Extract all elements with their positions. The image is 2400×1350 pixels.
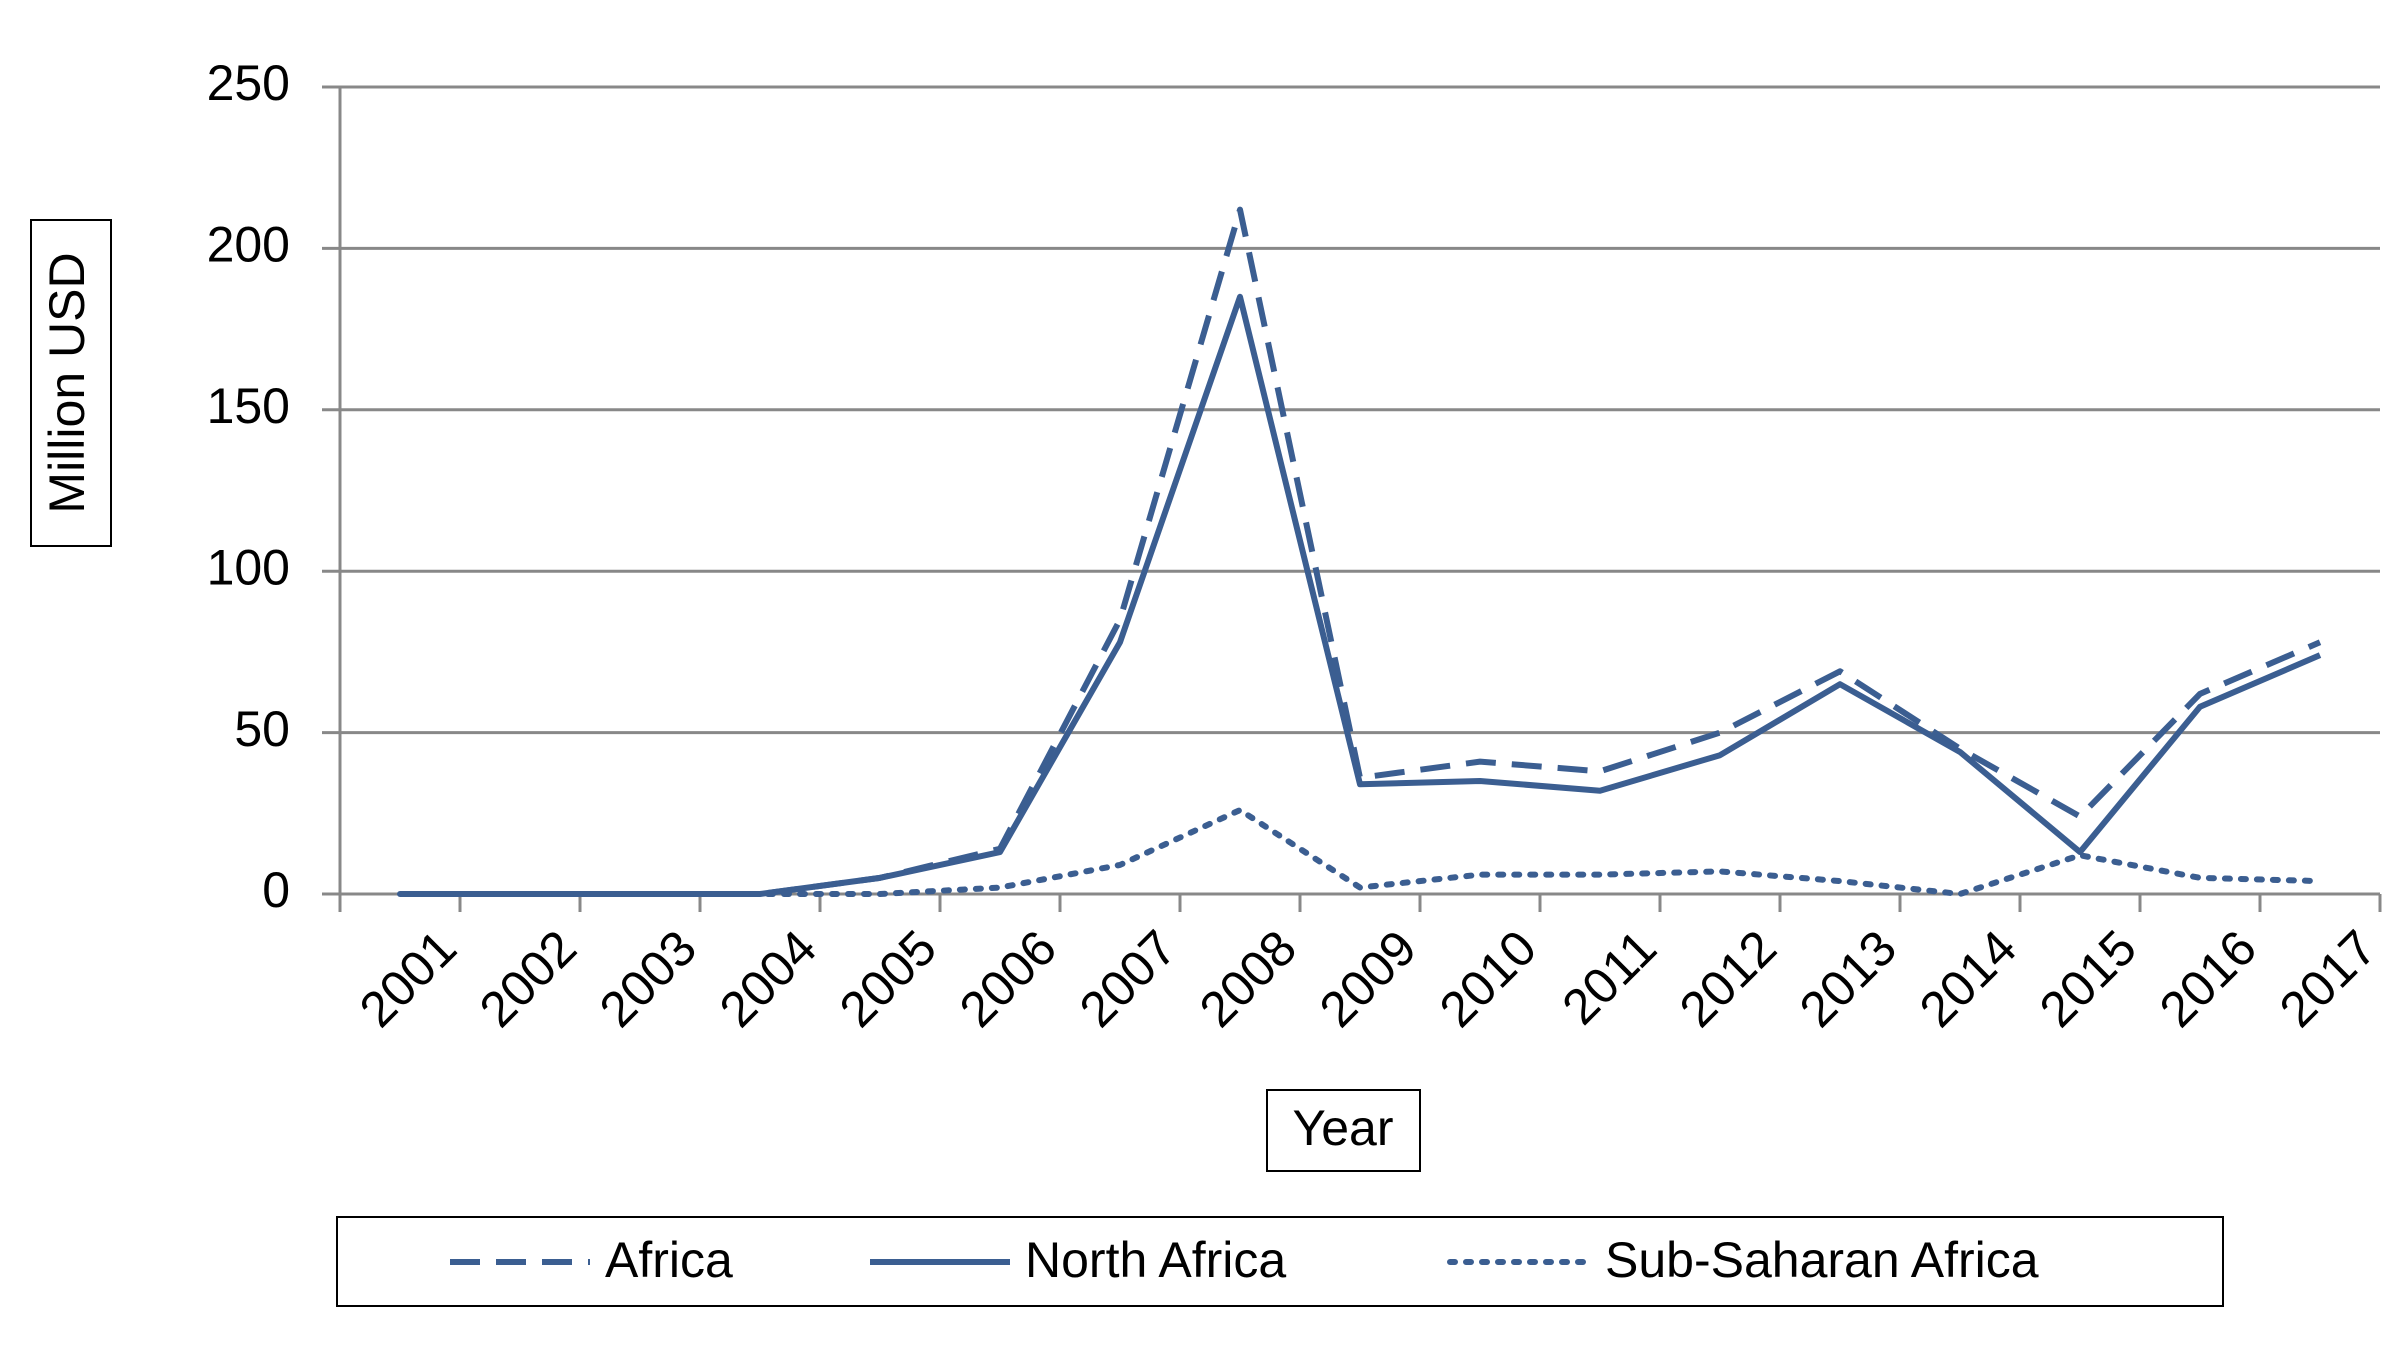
x-tick-label: 2010 [1429,920,1547,1038]
legend-box [336,1216,2224,1307]
x-tick-label: 2016 [2149,920,2267,1038]
x-tick-label: 2013 [1789,920,1907,1038]
series-line [400,206,2322,897]
legend-label: Sub-Saharan Africa [1605,1232,2039,1288]
x-tick-label: 2007 [1069,920,1187,1038]
y-tick-label: 250 [207,55,290,111]
legend-label: North Africa [1025,1232,1286,1288]
x-tick-label: 2001 [349,920,467,1038]
y-label-box [30,219,112,547]
series-line [400,293,2322,897]
legend-label: Africa [605,1232,733,1288]
x-tick-label: 2015 [2029,920,2147,1038]
x-tick-label: 2009 [1309,920,1427,1038]
y-tick-label: 150 [207,378,290,434]
x-label-box [1266,1089,1421,1172]
y-axis-label: Million USD [39,252,95,513]
y-tick-label: 50 [234,701,290,757]
x-tick-label: 2012 [1669,920,1787,1038]
x-tick-label: 2006 [949,920,1067,1038]
x-tick-label: 2004 [709,920,827,1038]
x-tick-label: 2005 [829,920,947,1038]
x-tick-label: 2002 [469,920,587,1038]
y-tick-label: 100 [207,539,290,595]
y-tick-label: 200 [207,217,290,273]
y-tick-label: 0 [262,862,290,918]
x-tick-label: 2014 [1909,920,2027,1038]
x-tick-label: 2008 [1189,920,1307,1038]
x-tick-label: 2011 [1551,920,1667,1036]
x-axis-label: Year [1292,1100,1393,1156]
series-line [397,807,2323,897]
x-tick-label: 2003 [589,920,707,1038]
x-tick-label: 2017 [2269,920,2387,1038]
